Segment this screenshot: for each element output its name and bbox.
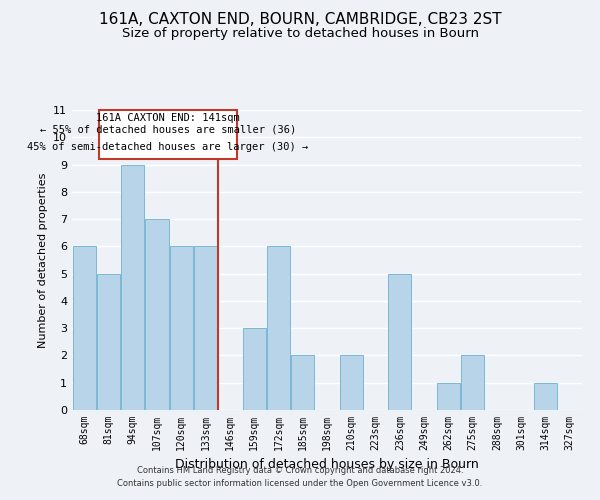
Bar: [99, 110, 237, 159]
Bar: [194, 246, 217, 410]
Bar: [267, 246, 290, 410]
Text: Contains HM Land Registry data © Crown copyright and database right 2024.
Contai: Contains HM Land Registry data © Crown c…: [118, 466, 482, 487]
Bar: [437, 382, 460, 410]
Bar: [170, 246, 193, 410]
Bar: [461, 356, 484, 410]
Text: ← 55% of detached houses are smaller (36): ← 55% of detached houses are smaller (36…: [40, 124, 296, 134]
X-axis label: Distribution of detached houses by size in Bourn: Distribution of detached houses by size …: [175, 458, 479, 471]
Y-axis label: Number of detached properties: Number of detached properties: [38, 172, 47, 348]
Bar: [242, 328, 266, 410]
Bar: [97, 274, 120, 410]
Text: 161A, CAXTON END, BOURN, CAMBRIDGE, CB23 2ST: 161A, CAXTON END, BOURN, CAMBRIDGE, CB23…: [98, 12, 502, 28]
Text: 45% of semi-detached houses are larger (30) →: 45% of semi-detached houses are larger (…: [28, 142, 308, 152]
Text: 161A CAXTON END: 141sqm: 161A CAXTON END: 141sqm: [96, 112, 240, 122]
Text: Size of property relative to detached houses in Bourn: Size of property relative to detached ho…: [121, 28, 479, 40]
Bar: [121, 164, 144, 410]
Bar: [534, 382, 557, 410]
Bar: [145, 219, 169, 410]
Bar: [73, 246, 95, 410]
Bar: [291, 356, 314, 410]
Bar: [340, 356, 363, 410]
Bar: [388, 274, 412, 410]
